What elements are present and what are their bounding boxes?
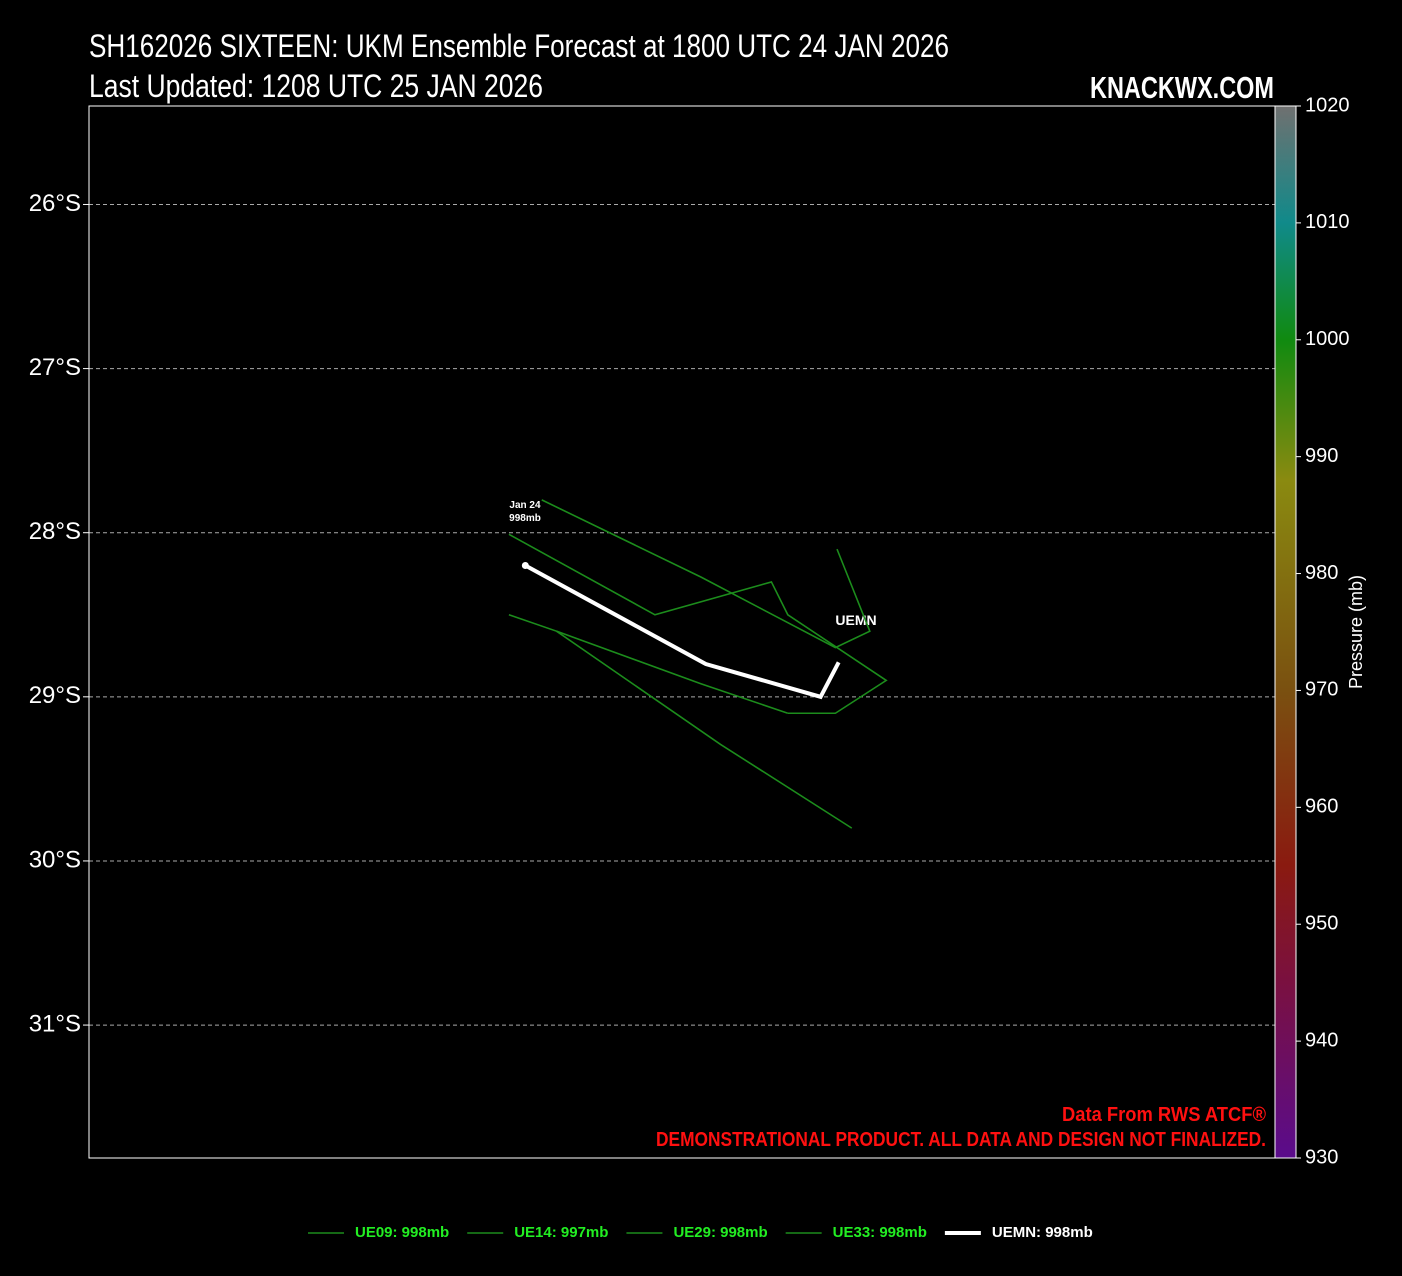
colorbar-tick-label: 950 [1305,913,1338,935]
colorbar-tick-label: 930 [1305,1146,1338,1168]
disclaimer: DEMONSTRATIONAL PRODUCT. ALL DATA AND DE… [656,1129,1266,1151]
start-date-label: Jan 24 [509,500,541,511]
colorbar-tick-label: 940 [1305,1029,1338,1051]
start-point [521,562,529,570]
colorbar-tick-label: 960 [1305,796,1338,818]
legend-label: UEMN: 998mb [992,1224,1093,1241]
y-tick-label: 31°S [29,1010,81,1037]
y-tick-label: 29°S [29,682,81,709]
legend: UE09: 998mb UE14: 997mb UE29: 998mb UE33: 9… [308,1224,1093,1241]
colorbar-tick-label: 970 [1305,679,1338,701]
y-tick-label: 28°S [29,518,81,545]
y-tick-label: 30°S [29,846,81,873]
y-tick-label: 26°S [29,190,81,217]
brand: KNACKWX.COM [1090,70,1274,105]
colorbar-label: Pressure (mb) [1346,575,1366,689]
legend-label: UE29: 998mb [673,1224,767,1241]
track-line [524,563,841,700]
mean-track-label: UEMN [835,612,876,628]
start-pressure-label: 998mb [509,513,541,524]
y-tick-label: 27°S [29,354,81,381]
chart-title: SH162026 SIXTEEN: UKM Ensemble Forecast … [89,28,949,64]
legend-label: UE14: 997mb [514,1224,608,1241]
colorbar [1274,105,1297,1159]
track-line [556,630,789,714]
track-line [508,533,888,715]
colorbar-tick-label: 1000 [1305,328,1350,350]
chart-subtitle: Last Updated: 1208 UTC 25 JAN 2026 [89,68,543,104]
colorbar-tick-label: 1020 [1305,94,1350,116]
track-line [508,614,853,829]
colorbar-tick-label: 1010 [1305,211,1350,233]
track-line [541,499,871,649]
legend-label: UE33: 998mb [833,1224,927,1241]
legend-label: UE09: 998mb [355,1224,449,1241]
colorbar-tick-label: 980 [1305,562,1338,584]
colorbar-tick-label: 990 [1305,445,1338,467]
credit: Data From RWS ATCF® [1062,1104,1266,1126]
